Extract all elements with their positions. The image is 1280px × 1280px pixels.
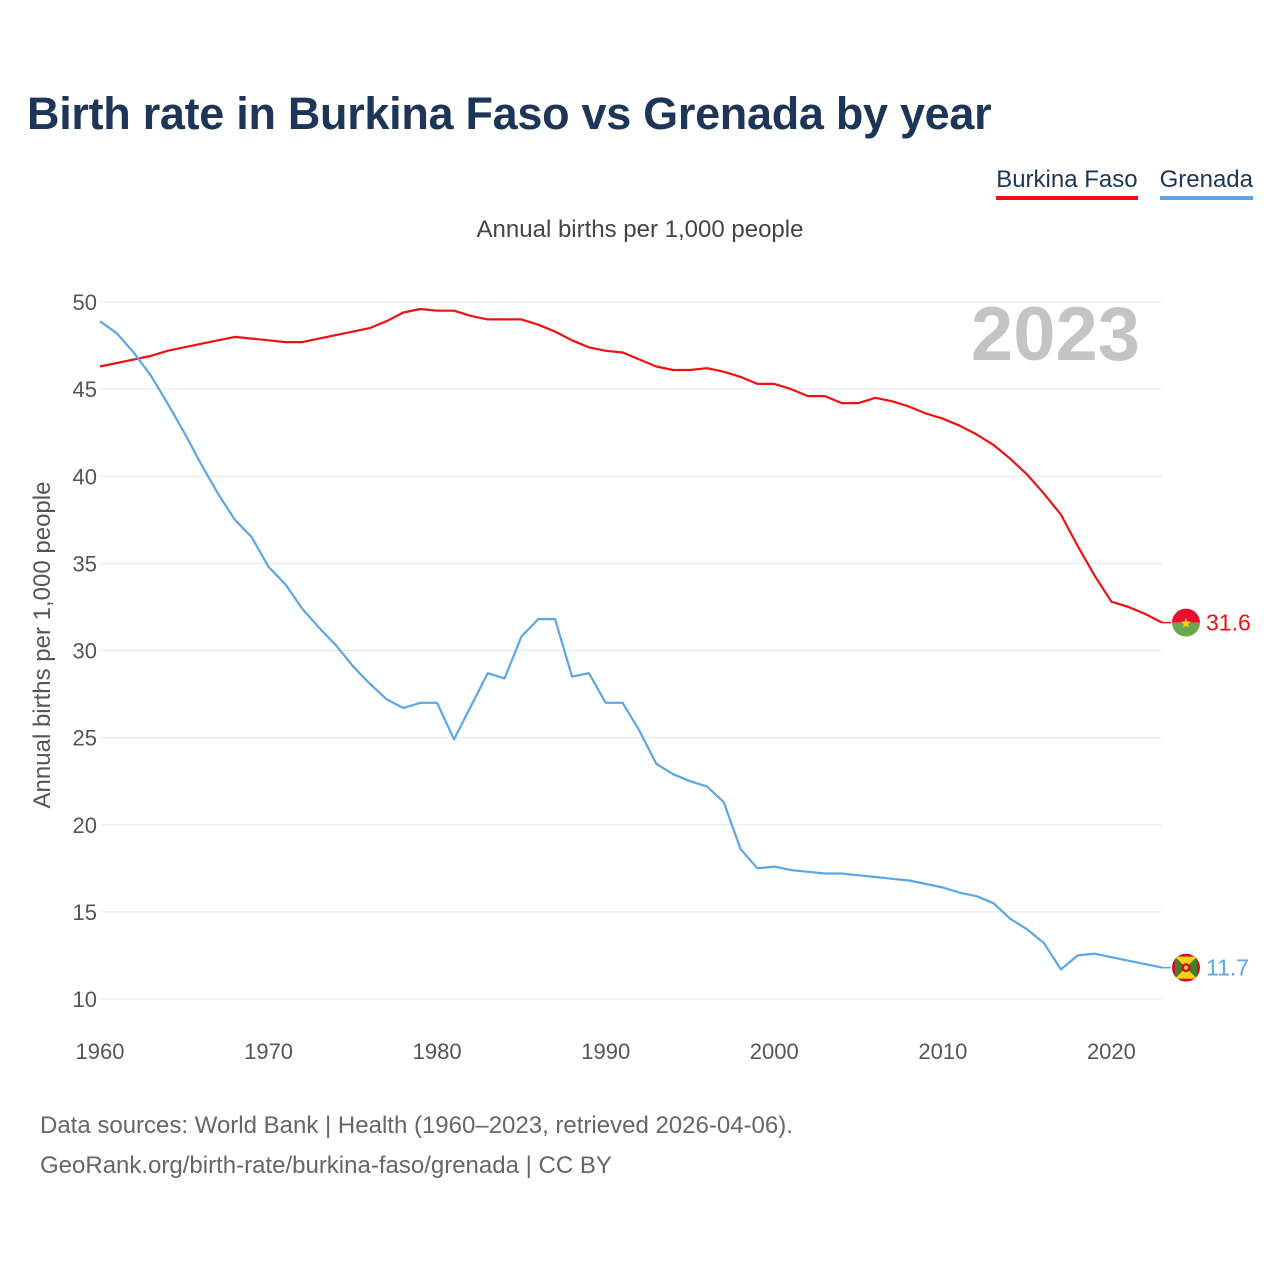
grenada-flag-icon bbox=[1172, 953, 1200, 982]
y-axis-label: Annual births per 1,000 people bbox=[29, 482, 56, 809]
y-tick-label: 50 bbox=[73, 290, 97, 315]
end-value-label: 31.6 bbox=[1206, 610, 1251, 636]
source-line-2[interactable]: GeoRank.org/birth-rate/burkina-faso/gren… bbox=[40, 1152, 612, 1179]
x-tick-label: 1970 bbox=[244, 1039, 293, 1064]
y-tick-label: 45 bbox=[73, 377, 97, 402]
line-chart: 10 15 20 25 30 35 40 45 50 1960 1970 1980 1990 2000 2… bbox=[29, 290, 1251, 1064]
x-tick-label: 2000 bbox=[750, 1039, 799, 1064]
y-tick-label: 20 bbox=[73, 813, 97, 838]
chart-title: Birth rate in Burkina Faso vs Grenada by… bbox=[27, 88, 992, 139]
gridlines bbox=[100, 301, 1162, 1000]
y-tick-label: 25 bbox=[73, 726, 97, 751]
x-tick-label: 1980 bbox=[413, 1039, 462, 1064]
end-value-label: 11.7 bbox=[1206, 955, 1249, 981]
series-line-grenada bbox=[99, 320, 1163, 971]
y-tick-label: 40 bbox=[73, 464, 97, 489]
y-tick-label: 35 bbox=[73, 551, 97, 576]
chart-subtitle: Annual births per 1,000 people bbox=[476, 216, 804, 243]
end-markers: 31.6 11.7 bbox=[1162, 608, 1251, 982]
burkina-faso-flag-icon bbox=[1172, 608, 1200, 637]
x-tick-label: 1960 bbox=[76, 1039, 125, 1064]
source-note: Data sources: World Bank | Health (1960–… bbox=[40, 1106, 793, 1186]
x-tick-label: 1990 bbox=[581, 1039, 630, 1064]
y-tick-label: 30 bbox=[73, 639, 97, 664]
x-tick-label: 2020 bbox=[1087, 1039, 1136, 1064]
legend-item-grenada[interactable]: Grenada bbox=[1159, 166, 1253, 200]
source-line-1: Data sources: World Bank | Health (1960–… bbox=[40, 1112, 793, 1139]
y-tick-label: 15 bbox=[73, 900, 97, 925]
x-tick-label: 2010 bbox=[918, 1039, 967, 1064]
series-line-burkina-faso bbox=[99, 307, 1163, 624]
legend: Burkina Faso Grenada bbox=[996, 166, 1253, 200]
y-tick-label: 10 bbox=[73, 987, 97, 1012]
series-lines bbox=[99, 307, 1163, 971]
x-axis-ticks: 1960 1970 1980 1990 2000 2010 2020 bbox=[76, 1039, 1136, 1064]
y-axis-ticks: 10 15 20 25 30 35 40 45 50 bbox=[73, 290, 97, 1012]
legend-item-burkina-faso[interactable]: Burkina Faso bbox=[996, 166, 1138, 200]
year-watermark: 2023 bbox=[971, 292, 1140, 377]
